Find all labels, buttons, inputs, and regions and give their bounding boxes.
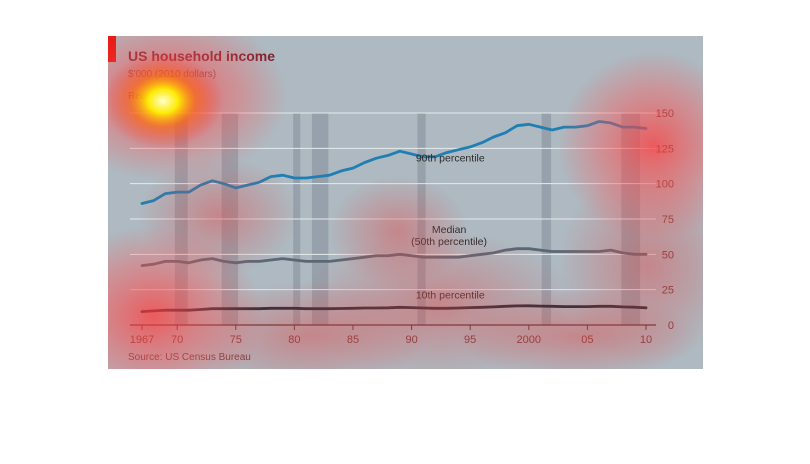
y-tick-label: 25 xyxy=(662,285,674,297)
y-tick-label: 125 xyxy=(656,143,674,155)
chart-subtitle: $'000 (2010 dollars) xyxy=(128,69,217,80)
series-line xyxy=(140,304,648,314)
x-tick-label: 75 xyxy=(230,334,242,346)
x-tick-label: 2000 xyxy=(517,334,541,346)
series-line xyxy=(140,247,648,268)
series-label: 10th percentile xyxy=(416,290,485,302)
chart-plot: 0 25 50 75 100 125 150 1967 70 75 80 85 90 95 2000 05 10… xyxy=(130,108,674,346)
x-tick-label: 80 xyxy=(288,334,300,346)
y-tick-label: 100 xyxy=(656,179,674,191)
x-tick-label: 95 xyxy=(464,334,476,346)
y-tick-label: 75 xyxy=(662,214,674,226)
x-tick-label: 90 xyxy=(405,334,417,346)
series-label: 90th percentile xyxy=(416,152,485,164)
x-tick-label: 10 xyxy=(640,334,652,346)
y-tick-label: 0 xyxy=(668,320,674,332)
chart-panel: 0 25 50 75 100 125 150 1967 70 75 80 85 90 95 2000 05 10… xyxy=(108,36,703,369)
chart-source: Source: US Census Bureau xyxy=(128,352,251,363)
x-tick-label: 85 xyxy=(347,334,359,346)
series-label: (50th percentile) xyxy=(411,236,487,248)
series-label: Median xyxy=(432,224,467,236)
accent-bar xyxy=(108,36,116,62)
y-tick-label: 50 xyxy=(662,249,674,261)
chart-title: US household income xyxy=(128,48,276,64)
series-line xyxy=(140,120,648,205)
y-tick-label: 150 xyxy=(656,108,674,120)
x-tick-label: 05 xyxy=(581,334,593,346)
recessions-label: Recessions xyxy=(128,91,180,102)
x-tick-label: 1967 xyxy=(130,334,154,346)
x-tick-label: 70 xyxy=(171,334,183,346)
